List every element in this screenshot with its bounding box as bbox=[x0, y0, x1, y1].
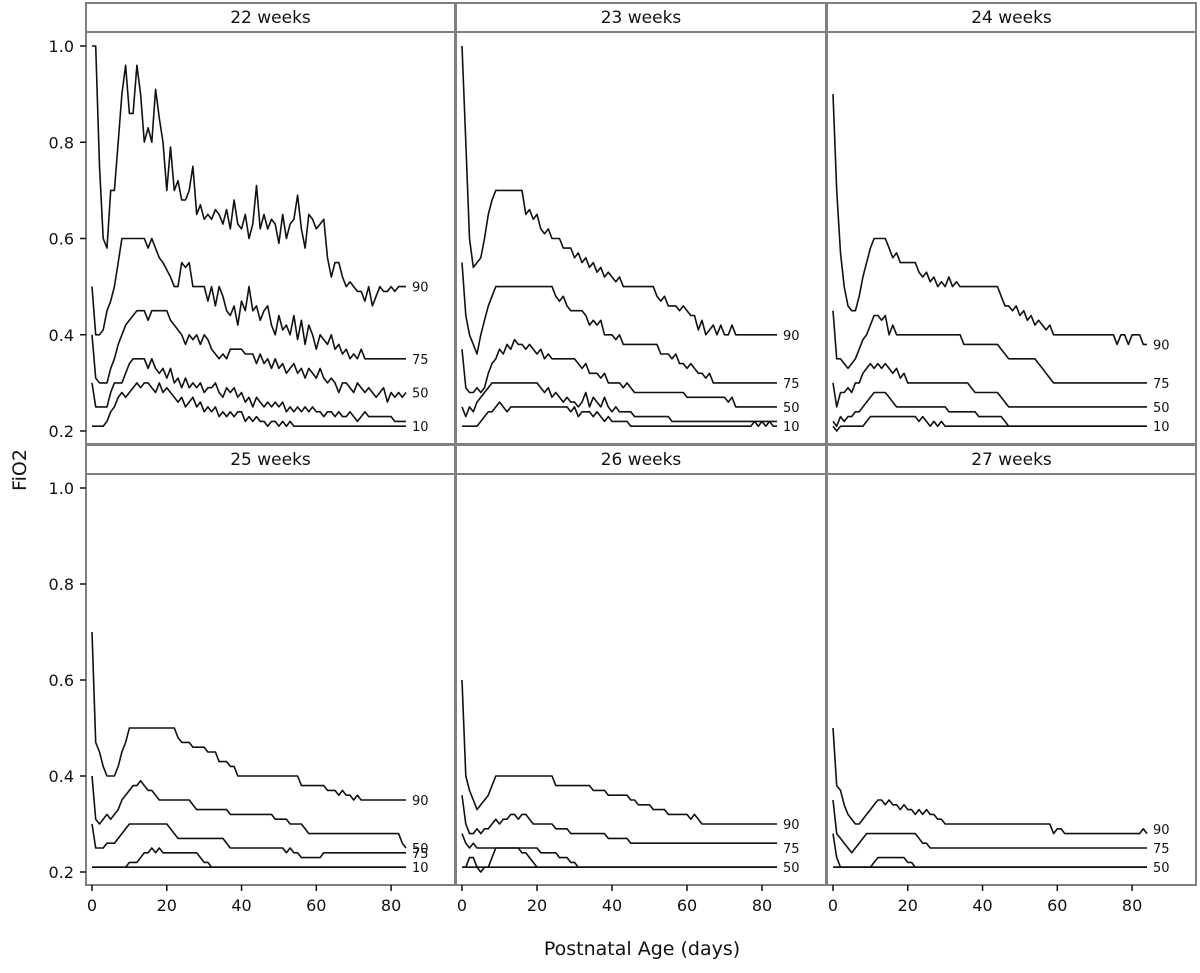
series-line-6-2 bbox=[832, 799, 1147, 854]
series-label-5-2: 75 bbox=[783, 842, 800, 857]
panel-header-2 bbox=[455, 2, 827, 33]
x-tick-label-1-1: 0 bbox=[87, 896, 97, 915]
panel-frame-6 bbox=[826, 473, 1197, 886]
series-line-4-3 bbox=[91, 823, 406, 859]
series-label-6-2: 75 bbox=[1153, 842, 1170, 857]
y-tick-label-2-3: 0.6 bbox=[49, 671, 74, 690]
y-tick-label-2-2: 0.4 bbox=[49, 767, 74, 786]
series-line-6-3 bbox=[832, 833, 1147, 868]
series-line-5-1 bbox=[461, 679, 777, 825]
series-label-4-4: 10 bbox=[412, 861, 429, 876]
series-line-1-4 bbox=[91, 358, 406, 423]
panel-title-1: 22 weeks bbox=[230, 8, 311, 28]
y-tick-label-1-5: 1.0 bbox=[49, 37, 74, 56]
panel-title-2: 23 weeks bbox=[601, 8, 682, 28]
series-line-1-5 bbox=[92, 382, 406, 427]
series-line-5-4 bbox=[462, 847, 777, 873]
series-line-4-2 bbox=[91, 775, 407, 849]
panel-header-4 bbox=[85, 444, 456, 475]
series-line-1-3 bbox=[91, 309, 407, 403]
panel-header-3 bbox=[826, 2, 1197, 33]
x-tick-label-2-5: 80 bbox=[752, 896, 772, 915]
panel-title-4: 25 weeks bbox=[230, 450, 311, 470]
series-line-6-4 bbox=[833, 856, 1147, 868]
x-tick-label-1-2: 20 bbox=[157, 896, 177, 915]
series-line-2-3 bbox=[461, 338, 777, 408]
x-tick-label-2-1: 0 bbox=[457, 896, 467, 915]
series-line-2-4 bbox=[461, 382, 777, 423]
x-tick-label-2-4: 60 bbox=[677, 896, 697, 915]
y-tick-label-1-4: 0.8 bbox=[49, 133, 74, 152]
series-line-2-1 bbox=[461, 45, 777, 336]
y-tick-label-1-3: 0.6 bbox=[49, 230, 74, 249]
series-line-5-2 bbox=[461, 795, 777, 844]
series-line-4-4 bbox=[92, 847, 406, 868]
series-label-3-2: 75 bbox=[1153, 377, 1170, 392]
series-line-3-2 bbox=[832, 310, 1147, 384]
x-axis-title: Postnatal Age (days) bbox=[544, 938, 740, 960]
series-label-3-4: 10 bbox=[1153, 420, 1170, 435]
series-line-1-2 bbox=[91, 237, 406, 360]
x-tick-label-3-5: 80 bbox=[1122, 896, 1142, 915]
panel-title-3: 24 weeks bbox=[971, 8, 1052, 28]
series-label-2-2: 75 bbox=[783, 377, 800, 392]
series-label-1-3: 50 bbox=[412, 387, 429, 402]
x-tick-label-3-1: 0 bbox=[828, 896, 838, 915]
series-label-1-4: 10 bbox=[412, 420, 429, 435]
panel-header-1 bbox=[85, 2, 456, 33]
series-line-4-1 bbox=[91, 631, 406, 801]
y-tick-label-2-1: 0.2 bbox=[49, 863, 74, 882]
x-tick-label-2-2: 20 bbox=[527, 896, 547, 915]
y-axis-title: FiO2 bbox=[9, 449, 31, 491]
series-label-1-1: 90 bbox=[412, 281, 429, 296]
series-line-3-5 bbox=[832, 415, 1147, 432]
series-label-4-2: 50 bbox=[412, 842, 429, 857]
series-label-2-3: 50 bbox=[783, 401, 800, 416]
series-label-3-3: 50 bbox=[1153, 401, 1170, 416]
series-label-2-1: 90 bbox=[783, 329, 800, 344]
x-tick-label-1-5: 80 bbox=[381, 896, 401, 915]
series-line-3-4 bbox=[832, 391, 1147, 427]
series-label-3-1: 90 bbox=[1153, 338, 1170, 353]
x-tick-label-3-2: 20 bbox=[898, 896, 918, 915]
panel-header-6 bbox=[826, 444, 1197, 475]
x-tick-label-1-4: 60 bbox=[306, 896, 326, 915]
series-label-1-2: 75 bbox=[412, 353, 429, 368]
y-tick-label-2-5: 1.0 bbox=[49, 479, 74, 498]
series-label-5-3: 50 bbox=[783, 861, 800, 876]
series-line-3-1 bbox=[832, 94, 1147, 346]
series-label-5-1: 90 bbox=[783, 818, 800, 833]
series-line-1-1 bbox=[92, 45, 406, 307]
y-tick-label-2-4: 0.8 bbox=[49, 575, 74, 594]
series-label-4-3: 75 bbox=[412, 847, 429, 862]
series-label-4-1: 90 bbox=[412, 794, 429, 809]
panel-title-5: 26 weeks bbox=[601, 450, 682, 470]
series-line-2-5 bbox=[462, 401, 777, 427]
series-label-6-3: 50 bbox=[1153, 861, 1170, 876]
x-tick-label-1-3: 40 bbox=[231, 896, 251, 915]
x-tick-label-3-3: 40 bbox=[972, 896, 992, 915]
y-tick-label-1-2: 0.4 bbox=[49, 326, 74, 345]
x-tick-label-3-4: 60 bbox=[1047, 896, 1067, 915]
series-label-6-1: 90 bbox=[1153, 823, 1170, 838]
panel-title-6: 27 weeks bbox=[971, 450, 1052, 470]
x-tick-label-2-3: 40 bbox=[602, 896, 622, 915]
series-label-2-4: 10 bbox=[783, 420, 800, 435]
y-tick-label-1-1: 0.2 bbox=[49, 422, 74, 441]
series-line-2-2 bbox=[461, 262, 777, 384]
series-line-3-3 bbox=[832, 362, 1147, 408]
series-line-6-1 bbox=[832, 727, 1148, 835]
